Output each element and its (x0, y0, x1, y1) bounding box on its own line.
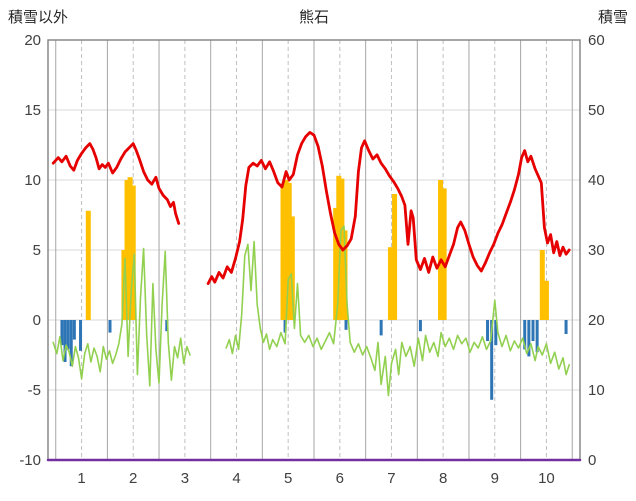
blue-bars-bar (66, 320, 70, 350)
left-tick-label: 5 (33, 242, 41, 259)
blue-bars-bar (69, 320, 73, 367)
blue-bars-bar (418, 320, 422, 332)
left-tick-label: 20 (24, 32, 41, 49)
orange-bars-bar (130, 185, 136, 320)
orange-bars-bar (336, 175, 342, 320)
orange-bars-bar (392, 194, 398, 320)
blue-bars-bar (523, 320, 527, 350)
left-axis-title: 積雪以外 (8, 9, 69, 26)
x-tick-label: 5 (284, 470, 292, 487)
blue-bars-bar (531, 320, 535, 341)
blue-bars-bar (283, 320, 287, 333)
x-tick-label: 2 (129, 470, 137, 487)
right-tick-label: 50 (588, 102, 605, 119)
blue-bars-bar (486, 320, 490, 341)
red-line (206, 130, 571, 286)
orange-bars-bar (289, 216, 295, 320)
right-tick-label: 20 (588, 312, 605, 329)
red-line (51, 142, 181, 225)
orange-bars-bar (438, 180, 444, 320)
right-tick-label: 30 (588, 242, 605, 259)
blue-bars-bar (63, 320, 67, 362)
orange-bars-bar (127, 177, 133, 320)
orange-bars-bar (543, 280, 549, 320)
left-tick-label: 10 (24, 172, 41, 189)
blue-bars-bar (60, 320, 64, 346)
blue-bars-bar (79, 320, 83, 351)
x-tick-label: 10 (538, 470, 555, 487)
orange-bars-bar (333, 208, 339, 320)
orange-bars-bar (283, 180, 289, 320)
blue-bars-bar (527, 320, 531, 357)
right-tick-label: 0 (588, 452, 596, 469)
orange-bars-bar (85, 210, 91, 320)
blue-bars-bar (344, 320, 348, 330)
blue-bars-bar (490, 320, 494, 400)
left-tick-label: 0 (33, 312, 41, 329)
x-tick-label: 3 (181, 470, 189, 487)
x-tick-label: 6 (336, 470, 344, 487)
orange-bars-bar (441, 188, 447, 320)
right-tick-label: 10 (588, 382, 605, 399)
x-tick-label: 4 (232, 470, 240, 487)
orange-bars-bar (387, 247, 393, 320)
chart-title: 熊石 (298, 9, 329, 26)
left-tick-label: -5 (28, 382, 41, 399)
x-tick-label: 9 (491, 470, 499, 487)
left-tick-label: 15 (24, 102, 41, 119)
blue-bars-bar (564, 320, 568, 334)
x-tick-label: 8 (439, 470, 447, 487)
orange-bars-bar (124, 180, 130, 320)
blue-bars-bar (535, 320, 539, 353)
blue-bars-bar (108, 320, 112, 333)
blue-bars-bar (72, 320, 76, 340)
blue-bars-bar (379, 320, 383, 336)
green-line (52, 247, 191, 387)
orange-bars-bar (342, 230, 348, 320)
blue-bars-bar (494, 320, 498, 346)
blue-bars-bar (165, 320, 169, 332)
x-tick-label: 1 (77, 470, 85, 487)
x-tick-label: 7 (387, 470, 395, 487)
orange-bars-bar (280, 185, 286, 320)
right-tick-label: 60 (588, 32, 605, 49)
green-line (225, 225, 571, 397)
left-tick-label: -10 (19, 452, 41, 469)
orange-bars-bar (286, 182, 292, 320)
right-tick-label: 40 (588, 172, 605, 189)
orange-bars-bar (539, 250, 545, 320)
right-axis-title: 積雪 (597, 9, 628, 26)
